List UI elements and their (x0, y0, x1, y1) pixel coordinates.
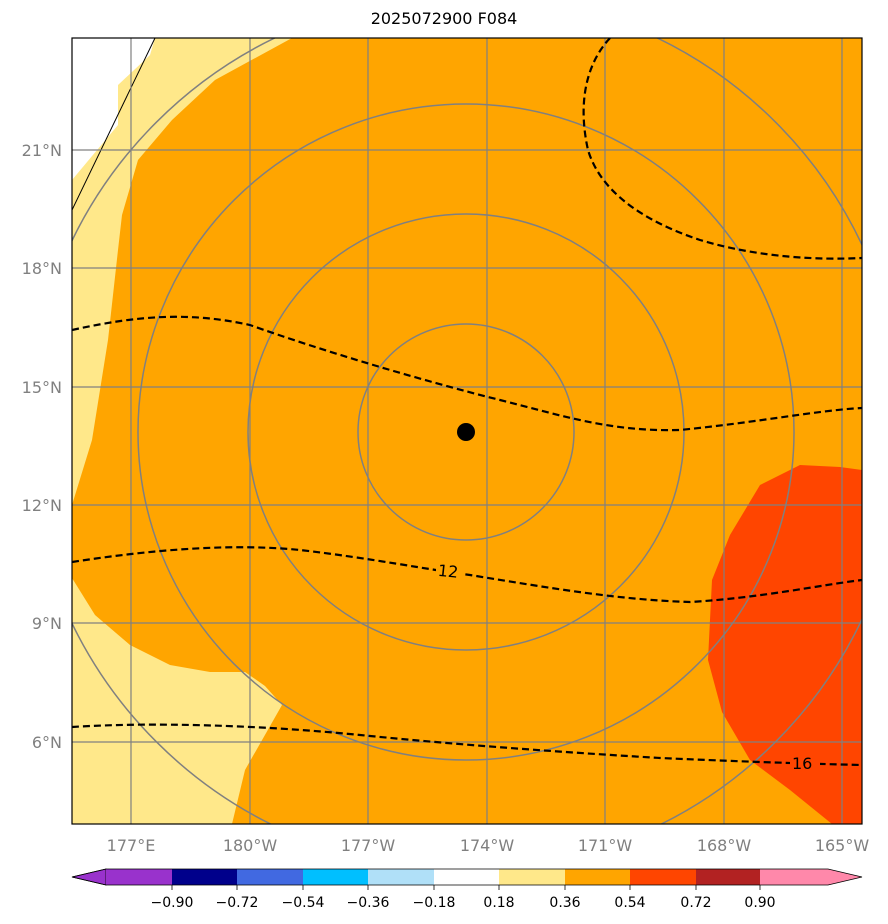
lat-tick-label: 9°N (32, 614, 62, 633)
map-title: 2025072900 F084 (370, 9, 518, 28)
coastline (72, 38, 156, 211)
lat-tick-label: 15°N (22, 378, 62, 397)
colorbar: −0.90 −0.72 −0.54 −0.36 −0.18 0.18 0.36 … (71, 868, 863, 911)
colorbar-arrow-low (71, 868, 107, 886)
lat-tick-label: 21°N (22, 141, 62, 160)
range-rings (72, 38, 862, 824)
lon-tick-label: 180°W (223, 836, 278, 855)
colorbar-tick-label: −0.90 (151, 895, 194, 911)
colorbar-tick-label: −0.36 (347, 895, 390, 911)
colorbar-segment (368, 869, 434, 885)
lon-tick-label: 177°W (341, 836, 396, 855)
colorbar-tick-label: −0.18 (413, 895, 456, 911)
contour-label-bg (790, 752, 820, 772)
gridlines (72, 38, 862, 824)
colorbar-segment (237, 869, 303, 885)
colorbar-tick-label: 0.54 (614, 895, 645, 911)
contour-label-12: 12 (437, 561, 459, 582)
lat-tick-labels: 21°N 18°N 15°N 12°N 9°N 6°N (22, 141, 62, 752)
contour-label-16: 16 (792, 754, 812, 773)
field-hot-region (708, 465, 862, 824)
colorbar-tick-label: −0.54 (282, 895, 325, 911)
lon-tick-label: 174°W (460, 836, 515, 855)
colorbar-segment (172, 869, 237, 885)
colorbar-segment (630, 869, 696, 885)
contour-label-bg (436, 560, 464, 580)
lon-tick-label: 168°W (697, 836, 752, 855)
lon-tick-labels: 177°E 180°W 177°W 174°W 171°W 168°W 165°… (107, 836, 870, 855)
colorbar-arrow-high (760, 869, 862, 885)
colorbar-segment (565, 869, 630, 885)
colorbar-outline (71, 868, 863, 886)
colorbar-tick-label: 0.72 (680, 895, 711, 911)
map-frame (71, 37, 863, 825)
lat-tick-label: 18°N (22, 259, 62, 278)
colorbar-tick-label: 0.18 (483, 895, 514, 911)
colorbar-segment (303, 869, 368, 885)
colorbar-segment (696, 869, 760, 885)
colorbar-segment (434, 869, 499, 885)
colorbar-tick-label: 0.90 (744, 895, 775, 911)
storm-center-marker (457, 423, 475, 441)
lat-tick-label: 6°N (32, 733, 62, 752)
contour-lines (72, 38, 862, 767)
lon-tick-label: 177°E (107, 836, 156, 855)
lon-tick-label: 165°W (815, 836, 870, 855)
colorbar-tick-label: 0.36 (549, 895, 580, 911)
colorbar-tick-label: −0.72 (216, 895, 259, 911)
lon-tick-label: 171°W (578, 836, 633, 855)
lat-tick-label: 12°N (22, 496, 62, 515)
colorbar-segment (499, 869, 565, 885)
map-plot-area: 12 16 (72, 38, 862, 824)
colorbar-segment (106, 869, 172, 885)
